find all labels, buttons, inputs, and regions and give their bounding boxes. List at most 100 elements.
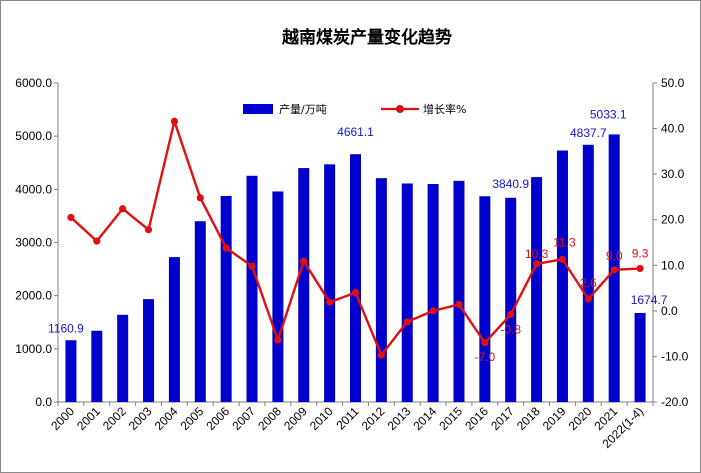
line-point bbox=[584, 295, 592, 303]
y-left-tick-label: 5000.0 bbox=[15, 129, 52, 143]
x-tick-label: 2017 bbox=[488, 404, 517, 433]
line-point bbox=[558, 255, 567, 263]
bar bbox=[272, 191, 284, 402]
line-point bbox=[222, 244, 230, 252]
bar-data-label: 3840.9 bbox=[492, 177, 529, 191]
x-tick-label: 2020 bbox=[566, 404, 595, 433]
bar bbox=[350, 154, 361, 402]
bar bbox=[531, 177, 543, 402]
line-point bbox=[274, 336, 282, 344]
line-point bbox=[532, 260, 541, 268]
x-tick-label: 2015 bbox=[436, 404, 465, 433]
line-data-label: -7.0 bbox=[475, 350, 496, 364]
bar bbox=[453, 180, 465, 402]
chart-title: 越南煤炭产量变化趋势 bbox=[281, 27, 452, 48]
x-tick-label: 2005 bbox=[178, 404, 207, 433]
bar bbox=[634, 312, 646, 402]
bar-data-label: 4837.7 bbox=[570, 126, 607, 140]
bar bbox=[375, 178, 387, 402]
line-point bbox=[507, 310, 515, 319]
bar bbox=[168, 257, 180, 402]
line-point bbox=[144, 226, 153, 234]
bar-data-label: 1160.9 bbox=[48, 321, 84, 335]
bar bbox=[582, 144, 594, 402]
line-point bbox=[248, 262, 256, 270]
line-point bbox=[67, 213, 75, 222]
line-point bbox=[455, 300, 463, 309]
y-left-tick-label: 3000.0 bbox=[15, 236, 52, 250]
x-tick-label: 2019 bbox=[540, 404, 569, 433]
bar bbox=[401, 183, 413, 402]
y-left-tick-label: 2000.0 bbox=[15, 289, 52, 303]
y-left-tick-label: 0.0 bbox=[35, 395, 52, 409]
legend-label-bar: 产量/万吨 bbox=[279, 102, 327, 116]
line-point bbox=[636, 264, 644, 273]
line-point bbox=[93, 237, 101, 245]
x-tick-label: 2000 bbox=[48, 404, 77, 433]
legend-label-line: 增长率% bbox=[423, 102, 466, 116]
y-right-tick-label: 40.0 bbox=[661, 122, 685, 136]
y-left-tick-label: 6000.0 bbox=[15, 76, 52, 90]
x-tick-label: 2014 bbox=[410, 404, 439, 433]
line-point bbox=[119, 205, 127, 213]
line-point bbox=[377, 351, 385, 359]
bar bbox=[220, 195, 232, 402]
x-tick-label: 2004 bbox=[152, 404, 181, 433]
data-labels: 1160.9 4661.1 3840.9 4837.7 5033.1 1674.7 -7.0… bbox=[48, 107, 668, 363]
x-tick-label: 2001 bbox=[74, 404, 103, 433]
bar bbox=[117, 314, 129, 402]
line-data-label: 11.3 bbox=[553, 235, 576, 249]
bar bbox=[246, 175, 258, 402]
y-right-tick-label: -10.0 bbox=[661, 349, 689, 363]
x-tick-label: 2008 bbox=[255, 404, 284, 433]
legend: 产量/万吨 增长率% bbox=[243, 102, 466, 116]
legend-swatch-bar bbox=[243, 104, 273, 114]
bar bbox=[143, 299, 155, 402]
line-point bbox=[481, 339, 489, 347]
x-tick-label: 2012 bbox=[359, 404, 388, 433]
bar-data-label: 5033.1 bbox=[590, 107, 627, 121]
line-data-label: 2.6 bbox=[580, 276, 597, 290]
bar bbox=[91, 330, 103, 402]
line-point bbox=[403, 318, 411, 326]
line-point bbox=[170, 117, 179, 125]
bar bbox=[65, 340, 77, 402]
line-data-label: 9.0 bbox=[606, 249, 623, 263]
line-point bbox=[196, 194, 204, 202]
bar bbox=[427, 184, 439, 402]
y-right-tick-label: 20.0 bbox=[661, 213, 685, 227]
x-tick-label: 2009 bbox=[281, 404, 310, 433]
y-right-tick-label: 10.0 bbox=[661, 258, 685, 272]
bar bbox=[194, 221, 206, 402]
line-data-label: 9.3 bbox=[632, 246, 649, 260]
y-right-tick-label: 0.0 bbox=[661, 304, 678, 318]
line-data-label: -0.8 bbox=[500, 323, 521, 337]
bar-data-label: 1674.7 bbox=[631, 293, 668, 307]
bar-data-label: 4661.1 bbox=[337, 125, 374, 139]
x-tick-label: 2016 bbox=[462, 404, 491, 433]
line-point bbox=[326, 298, 334, 306]
y-right-tick-label: 30.0 bbox=[661, 167, 685, 181]
line-point bbox=[351, 289, 360, 297]
line-point bbox=[610, 266, 618, 274]
bar-series bbox=[65, 134, 646, 402]
legend-swatch-marker bbox=[396, 105, 404, 113]
x-tick-label: 2011 bbox=[333, 404, 361, 432]
x-tick-label: 2018 bbox=[514, 404, 543, 433]
bar bbox=[298, 168, 310, 402]
y-left-tick-label: 1000.0 bbox=[15, 342, 52, 356]
x-tick-label: 2007 bbox=[229, 404, 258, 433]
bar bbox=[505, 197, 517, 402]
x-tick-label: 2013 bbox=[385, 404, 414, 433]
x-tick-label: 2006 bbox=[203, 404, 232, 433]
bar bbox=[556, 150, 568, 402]
x-tick-label: 2002 bbox=[100, 404, 129, 433]
x-tick-label: 2003 bbox=[126, 404, 155, 433]
bar bbox=[324, 164, 336, 402]
y-left-tick-label: 4000.0 bbox=[15, 182, 52, 196]
line-point bbox=[429, 307, 437, 315]
line-point bbox=[300, 257, 308, 265]
bar bbox=[479, 196, 491, 402]
